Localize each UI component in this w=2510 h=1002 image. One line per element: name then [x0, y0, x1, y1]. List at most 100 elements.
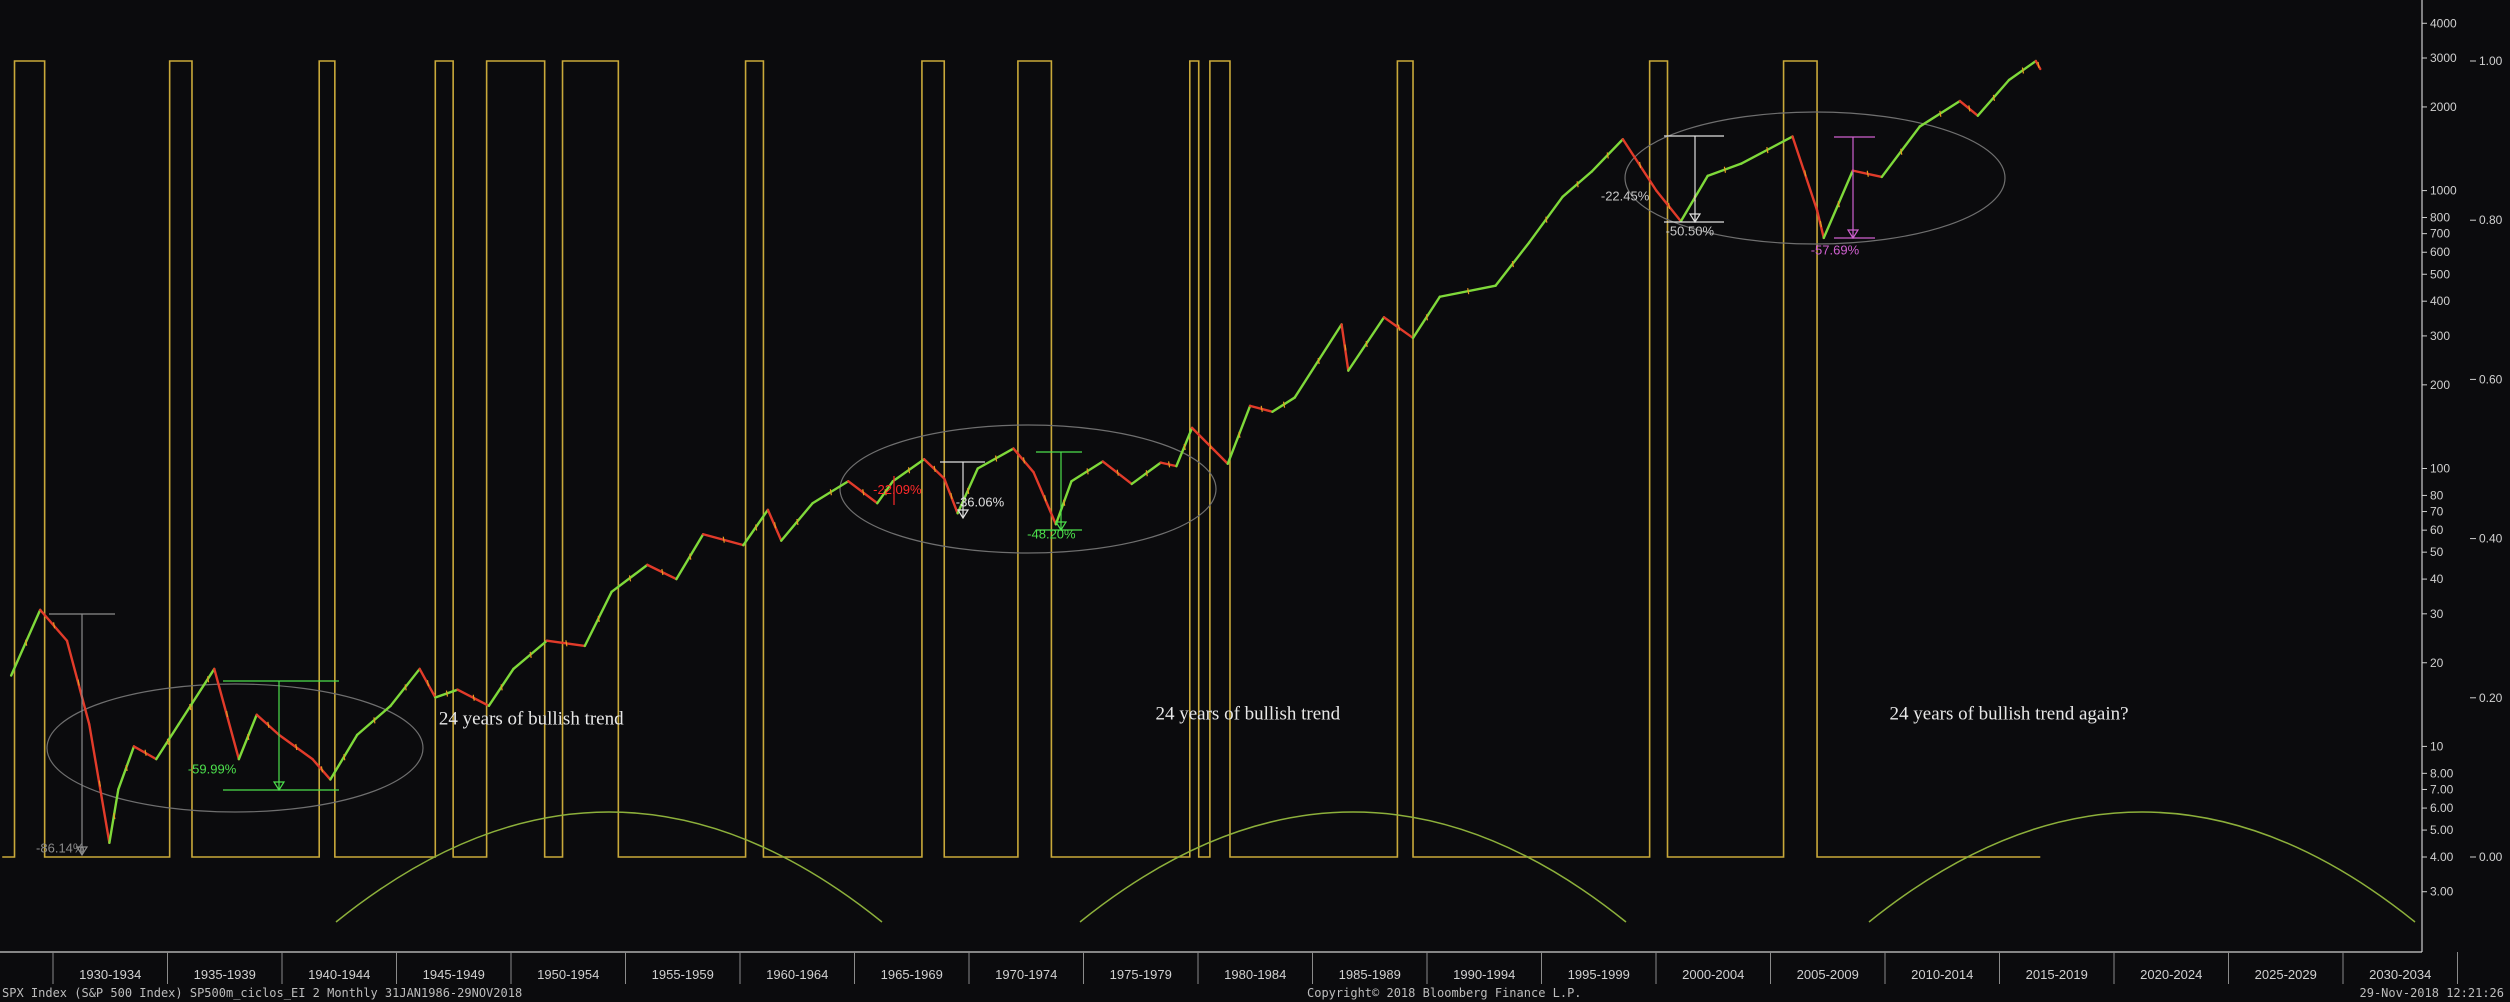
- price-wick: [404, 684, 407, 691]
- price-wick: [950, 492, 953, 500]
- price-wick: [426, 680, 430, 687]
- drawdown-label: -48.20%: [1027, 526, 1076, 541]
- price-wick: [829, 489, 832, 496]
- price-wick: [1968, 105, 1971, 112]
- price-wick: [373, 717, 376, 724]
- y-tick-label: 6.00: [2430, 801, 2454, 815]
- y-tick-label: 40: [2430, 572, 2444, 586]
- x-tick-label: 1955-1959: [652, 967, 714, 982]
- y2-tick-label: 1.00: [2479, 54, 2503, 68]
- y-tick-label: 5.00: [2430, 823, 2454, 837]
- y-tick-label: 7.00: [2430, 782, 2454, 796]
- price-wick: [267, 721, 270, 728]
- y-tick-label: 500: [2430, 267, 2450, 281]
- x-tick-label: 1985-1989: [1339, 967, 1401, 982]
- x-tick-label: 2025-2029: [2255, 967, 2317, 982]
- price-wick: [1425, 314, 1429, 321]
- price-wick: [295, 743, 298, 751]
- highlight-ellipse: [46, 683, 424, 813]
- price-wick: [1723, 166, 1727, 173]
- x-tick-label: 1980-1984: [1224, 967, 1286, 982]
- x-tick-label: 2020-2024: [2140, 967, 2202, 982]
- y-tick-label: 800: [2430, 211, 2450, 225]
- drawdown-arrow: [1846, 229, 1860, 240]
- price-wick: [862, 489, 865, 496]
- price-wick: [1939, 110, 1942, 117]
- x-tick-label: 1945-1949: [423, 967, 485, 982]
- y-tick-label: 400: [2430, 294, 2450, 308]
- price-wick: [1365, 340, 1368, 348]
- price-wick: [343, 754, 346, 761]
- price-wick: [77, 679, 80, 686]
- price-wick: [1837, 201, 1840, 208]
- x-tick-label: 1975-1979: [1110, 967, 1172, 982]
- price-wick: [1992, 94, 1995, 101]
- y-tick-label: 50: [2430, 545, 2444, 559]
- price-wick: [628, 575, 632, 582]
- y2-tick-label: 0.00: [2479, 850, 2503, 864]
- drawdown-label: -22.45%: [1601, 189, 1650, 204]
- price-wick: [1606, 152, 1609, 159]
- price-wick: [661, 568, 664, 576]
- price-wick: [1344, 344, 1347, 351]
- x-tick-label: 2015-2019: [2026, 967, 2088, 982]
- price-wick: [597, 615, 600, 622]
- drawdown-label: -22.09%: [873, 482, 922, 497]
- price-wick: [113, 813, 116, 820]
- y-tick-label: 100: [2430, 462, 2450, 476]
- price-wick: [52, 622, 56, 629]
- price-wick: [967, 487, 970, 494]
- price-wick: [1022, 457, 1026, 464]
- x-tick-label: 1995-1999: [1568, 967, 1630, 982]
- price-wick: [1397, 324, 1401, 331]
- price-wick: [1044, 495, 1047, 502]
- price-wick: [1282, 401, 1286, 408]
- y-tick-label: 700: [2430, 227, 2450, 241]
- price-wick: [1116, 469, 1119, 476]
- x-tick-label: 1940-1944: [308, 967, 370, 982]
- x-tick-label: 1930-1934: [79, 967, 141, 982]
- price-wick: [445, 690, 449, 697]
- trend-annotation: 24 years of bullish trend: [1155, 703, 1340, 724]
- y2-tick-label: 0.20: [2479, 691, 2503, 705]
- x-tick-label: 1935-1939: [194, 967, 256, 982]
- price-wick: [774, 522, 777, 529]
- price-wick: [755, 524, 758, 531]
- price-wick: [884, 489, 887, 496]
- x-tick-label: 1965-1969: [881, 967, 943, 982]
- y-tick-label: 2000: [2430, 100, 2457, 114]
- trend-annotation: 24 years of bullish trend: [439, 708, 624, 729]
- price-wick: [1145, 470, 1148, 477]
- drawdown-label: -50.50%: [1666, 223, 1715, 238]
- price-wick: [1238, 431, 1241, 438]
- price-wick: [1576, 181, 1579, 188]
- highlight-ellipse: [839, 424, 1217, 554]
- price-wick: [907, 467, 911, 474]
- price-wick: [189, 703, 192, 711]
- drawdown-arrow: [1054, 521, 1068, 532]
- y-tick-label: 10: [2430, 739, 2444, 753]
- y-tick-label: 3.00: [2430, 885, 2454, 899]
- y-tick-label: 1000: [2430, 184, 2457, 198]
- cycle-arc: [1079, 811, 1627, 923]
- y-tick-label: 30: [2430, 607, 2444, 621]
- price-wick: [247, 733, 250, 741]
- y-tick-label: 20: [2430, 656, 2444, 670]
- trend-annotation: 24 years of bullish trend again?: [1890, 703, 2129, 724]
- x-tick-label: 1990-1994: [1453, 967, 1515, 982]
- y-tick-label: 300: [2430, 329, 2450, 343]
- price-wick: [500, 684, 503, 691]
- price-wick: [1866, 170, 1869, 177]
- price-wick: [689, 553, 692, 560]
- signal-line: [2, 60, 2041, 858]
- price-wick: [933, 465, 936, 472]
- price-wick: [1668, 202, 1671, 209]
- drawdown-arrow: [956, 509, 970, 520]
- price-wick: [565, 640, 568, 647]
- price-wick: [1183, 443, 1186, 451]
- price-wick: [2037, 61, 2040, 69]
- price-wick: [1804, 170, 1807, 177]
- price-wick: [1545, 216, 1548, 223]
- price-wick: [1086, 468, 1089, 475]
